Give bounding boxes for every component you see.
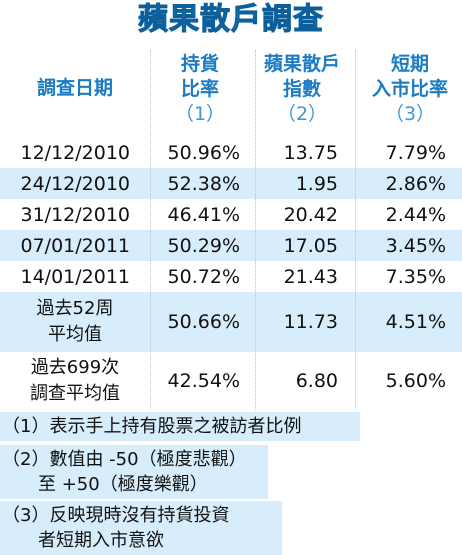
row-background	[0, 292, 462, 352]
date-cell: 12/12/2010	[20, 141, 130, 164]
footnote-text: （2）數值由 -50（極度悲觀）	[2, 449, 247, 470]
title: 蘋果散戶調查	[138, 2, 324, 38]
header-cell: 比率	[180, 78, 219, 100]
label-cell: 過去52周	[36, 298, 114, 319]
value-cell: 50.96%	[167, 141, 240, 164]
value-cell: 20.42	[283, 203, 338, 226]
date-cell: 24/12/2010	[20, 172, 130, 195]
row-background	[0, 230, 462, 261]
value-cell: 7.79%	[385, 141, 446, 164]
date-cell: 14/01/2011	[20, 265, 130, 288]
header-cell: （3）	[384, 103, 436, 125]
footnote-text: （3）反映現時沒有持貨投資	[2, 505, 230, 526]
footnote-text: （1）表示手上持有股票之被訪者比例	[2, 416, 302, 437]
header-cell: 持貨	[180, 53, 219, 75]
value-cell: 46.41%	[167, 203, 240, 226]
footnote-background	[0, 501, 282, 555]
value-cell: 1.95	[295, 172, 338, 195]
header-cell: 蘋果散戶	[263, 53, 340, 75]
footnote-text: 者短期入市意欲	[2, 530, 164, 551]
column-separator	[150, 50, 151, 410]
value-cell: 50.29%	[167, 234, 240, 257]
value-cell: 21.43	[283, 265, 338, 288]
value-cell: 50.72%	[167, 265, 240, 288]
header-cell: 調查日期	[36, 77, 113, 99]
value-cell: 42.54%	[167, 370, 240, 392]
header-cell: 短期	[390, 53, 429, 75]
value-cell: 52.38%	[167, 172, 240, 195]
value-cell: 50.66%	[167, 311, 240, 333]
footnote-text: 至 +50（極度樂觀）	[2, 474, 208, 495]
value-cell: 3.45%	[385, 234, 446, 257]
value-cell: 2.44%	[385, 203, 446, 226]
value-cell: 17.05	[283, 234, 338, 257]
value-cell: 2.86%	[385, 172, 446, 195]
value-cell: 7.35%	[385, 265, 446, 288]
column-separator	[355, 50, 356, 410]
header-cell: （2）	[276, 103, 328, 125]
label-cell: 過去699次	[30, 357, 120, 378]
header-cell: （1）	[174, 103, 226, 125]
value-cell: 13.75	[283, 141, 338, 164]
value-cell: 5.60%	[385, 370, 446, 392]
header-cell: 入市比率	[371, 78, 448, 100]
date-cell: 31/12/2010	[20, 203, 130, 226]
footnote-background	[0, 412, 360, 441]
value-cell: 4.51%	[385, 311, 446, 333]
column-separator	[255, 50, 256, 410]
date-cell: 07/01/2011	[20, 234, 130, 257]
value-cell: 11.73	[283, 311, 338, 333]
value-cell: 6.80	[295, 370, 338, 392]
row-background	[0, 168, 462, 199]
label-cell: 平均值	[48, 324, 102, 345]
footnote-background	[0, 445, 268, 499]
header-cell: 指數	[282, 78, 321, 100]
label-cell: 調查平均值	[30, 383, 120, 404]
